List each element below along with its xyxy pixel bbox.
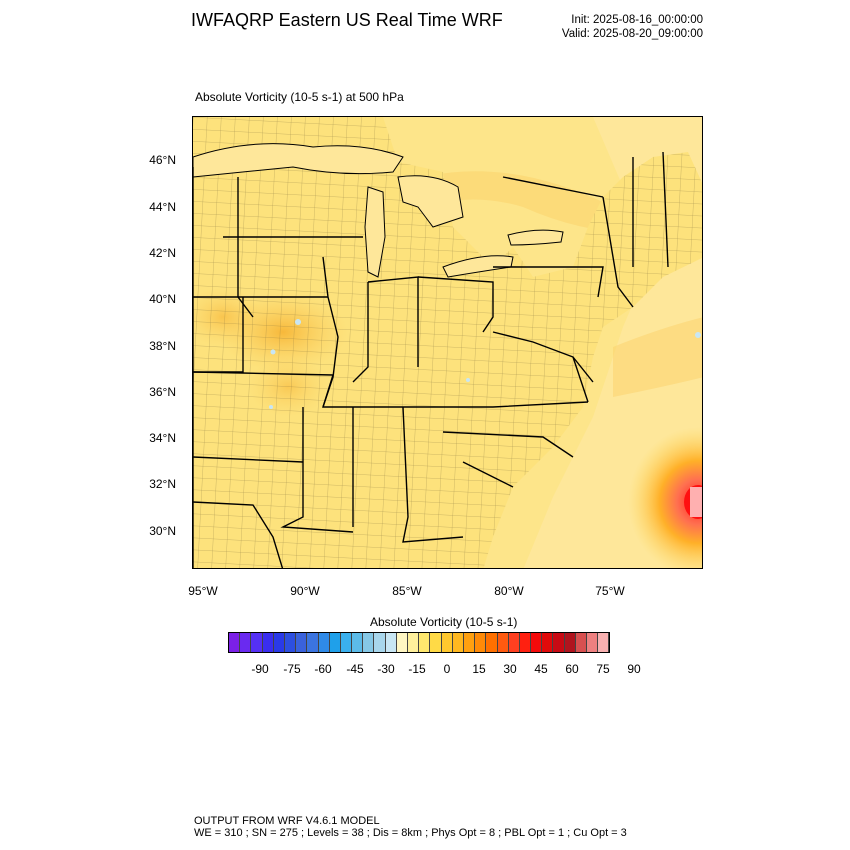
colorbar-swatch bbox=[363, 633, 375, 652]
colorbar-swatch bbox=[340, 633, 353, 652]
colorbar-swatch bbox=[519, 633, 532, 652]
colorbar-label: -15 bbox=[408, 662, 426, 676]
colorbar-label: -60 bbox=[314, 662, 332, 676]
colorbar-swatch bbox=[463, 633, 476, 652]
lat-label: 40°N bbox=[149, 292, 176, 306]
colorbar-title: Absolute Vorticity (10-5 s-1) bbox=[370, 615, 518, 629]
colorbar-swatch bbox=[587, 633, 599, 652]
colorbar-swatch bbox=[329, 633, 341, 652]
colorbar-swatch bbox=[497, 633, 509, 652]
lat-label: 32°N bbox=[149, 477, 176, 491]
colorbar-label: -75 bbox=[283, 662, 301, 676]
colorbar-swatch bbox=[508, 633, 520, 652]
colorbar-label: 30 bbox=[503, 662, 517, 676]
lat-label: 42°N bbox=[149, 246, 176, 260]
init-time: Init: 2025-08-16_00:00:00 bbox=[571, 14, 703, 26]
colorbar-swatch bbox=[441, 633, 453, 652]
colorbar-swatch bbox=[408, 633, 420, 652]
colorbar-swatch bbox=[575, 633, 587, 652]
vorticity-map bbox=[192, 116, 703, 569]
model-footer: OUTPUT FROM WRF V4.6.1 MODEL WE = 310 ; … bbox=[194, 815, 627, 839]
footer-line-1: OUTPUT FROM WRF V4.6.1 MODEL bbox=[194, 815, 380, 827]
colorbar-swatch bbox=[251, 633, 263, 652]
colorbar-swatch bbox=[296, 633, 308, 652]
colorbar-swatch bbox=[598, 633, 610, 652]
colorbar-swatch bbox=[262, 633, 274, 652]
colorbar-swatch bbox=[284, 633, 297, 652]
lat-label: 46°N bbox=[149, 153, 176, 167]
colorbar-swatch bbox=[374, 633, 386, 652]
colorbar-swatch bbox=[531, 633, 543, 652]
colorbar-swatch bbox=[396, 633, 408, 652]
colorbar-label: 75 bbox=[596, 662, 610, 676]
valid-time: Valid: 2025-08-20_09:00:00 bbox=[561, 28, 703, 40]
lon-label: 90°W bbox=[290, 584, 320, 598]
colorbar-swatch bbox=[318, 633, 330, 652]
colorbar-swatch bbox=[385, 633, 397, 652]
colorbar-swatch bbox=[553, 633, 565, 652]
colorbar-swatch bbox=[307, 633, 319, 652]
colorbar-swatch bbox=[229, 633, 241, 652]
map-canvas bbox=[193, 117, 702, 568]
colorbar-swatch bbox=[273, 633, 285, 652]
footer-line-2: WE = 310 ; SN = 275 ; Levels = 38 ; Dis … bbox=[194, 827, 627, 839]
colorbar-label: 15 bbox=[472, 662, 486, 676]
plot-title: IWFAQRP Eastern US Real Time WRF bbox=[191, 10, 503, 30]
colorbar-swatch bbox=[452, 633, 464, 652]
colorbar-swatch bbox=[564, 633, 576, 652]
lat-label: 36°N bbox=[149, 385, 176, 399]
init-valid-times: Init: 2025-08-16_00:00:00 Valid: 2025-08… bbox=[562, 13, 703, 41]
lon-label: 75°W bbox=[595, 584, 625, 598]
colorbar-swatch bbox=[240, 633, 252, 652]
colorbar-swatch bbox=[475, 633, 487, 652]
colorbar-label: 90 bbox=[627, 662, 641, 676]
lat-label: 30°N bbox=[149, 524, 176, 538]
lat-label: 38°N bbox=[149, 339, 176, 353]
lat-label: 44°N bbox=[149, 200, 176, 214]
colorbar-swatch bbox=[430, 633, 442, 652]
variable-title: Absolute Vorticity (10-5 s-1) at 500 hPa bbox=[195, 90, 404, 104]
colorbar-label: 45 bbox=[534, 662, 548, 676]
lon-label: 80°W bbox=[494, 584, 524, 598]
colorbar-swatch bbox=[352, 633, 364, 652]
colorbar-swatch bbox=[419, 633, 431, 652]
colorbar bbox=[228, 632, 611, 653]
colorbar-label: 60 bbox=[565, 662, 579, 676]
colorbar-label: 0 bbox=[443, 662, 451, 676]
colorbar-label: -90 bbox=[251, 662, 269, 676]
colorbar-label: -45 bbox=[346, 662, 364, 676]
colorbar-swatch bbox=[486, 633, 498, 652]
colorbar-swatch bbox=[542, 633, 554, 652]
lat-label: 34°N bbox=[149, 431, 176, 445]
lon-label: 85°W bbox=[392, 584, 422, 598]
colorbar-label: -30 bbox=[377, 662, 395, 676]
lon-label: 95°W bbox=[188, 584, 218, 598]
